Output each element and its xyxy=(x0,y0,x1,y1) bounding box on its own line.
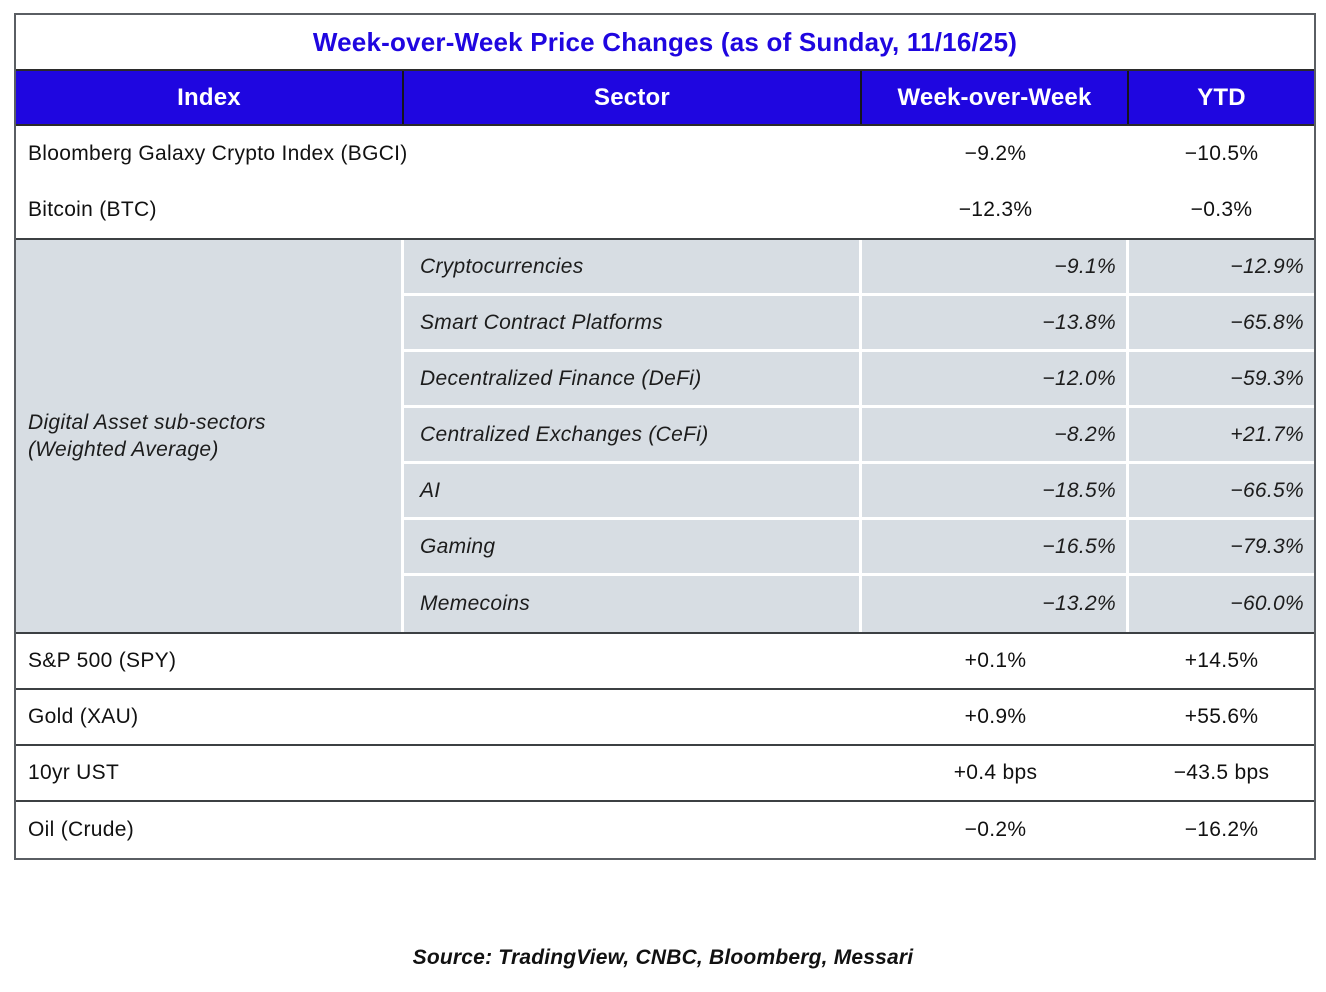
row-wow-value: −12.3% xyxy=(958,198,1033,221)
row-wow-value: −9.2% xyxy=(964,142,1027,165)
subsector-label: Centralized Exchanges (CeFi) xyxy=(404,408,862,464)
subsector-ytd-value: −59.3% xyxy=(1129,352,1314,408)
subsector-label: Cryptocurrencies xyxy=(404,240,862,296)
row-ytd-value: −16.2% xyxy=(1184,818,1259,841)
table-row: Bitcoin (BTC) −12.3% −0.3% xyxy=(16,182,1314,238)
subsector-label: Decentralized Finance (DeFi) xyxy=(404,352,862,408)
row-wow-value: −0.2% xyxy=(964,818,1027,841)
subsector-wow-value: −8.2% xyxy=(862,408,1129,464)
row-index-label: Oil (Crude) xyxy=(28,818,134,841)
subsector-label: Memecoins xyxy=(404,576,862,632)
subsector-wow-value: −18.5% xyxy=(862,464,1129,520)
subsector-group-label-line1: Digital Asset sub-sectors xyxy=(28,410,266,434)
row-index-label: Bloomberg Galaxy Crypto Index (BGCI) xyxy=(28,142,408,165)
subsector-wow-value: −16.5% xyxy=(862,520,1129,576)
table-row: Oil (Crude) −0.2% −16.2% xyxy=(16,802,1314,858)
subsector-wow-value: −9.1% xyxy=(862,240,1129,296)
subsector-label: Gaming xyxy=(404,520,862,576)
row-wow-value: +0.9% xyxy=(964,705,1027,728)
subsector-group-label-line2: (Weighted Average) xyxy=(28,438,219,461)
table-title: Week-over-Week Price Changes (as of Sund… xyxy=(312,26,1018,57)
subsector-ytd-value: −65.8% xyxy=(1129,296,1314,352)
column-header-ytd: YTD xyxy=(1197,83,1246,111)
subsector-ytd-value: −12.9% xyxy=(1129,240,1314,296)
row-ytd-value: −43.5 bps xyxy=(1173,761,1270,784)
subsector-ytd-value: −79.3% xyxy=(1129,520,1314,576)
subsector-group-label: Digital Asset sub-sectors (Weighted Aver… xyxy=(16,240,404,632)
row-wow-value: +0.1% xyxy=(964,649,1027,672)
column-header-wow: Week-over-Week xyxy=(862,71,1129,124)
column-header-sector: Sector xyxy=(404,71,862,124)
row-index-label: Gold (XAU) xyxy=(28,705,139,728)
price-change-table: Week-over-Week Price Changes (as of Sund… xyxy=(14,13,1316,860)
row-index-label: S&P 500 (SPY) xyxy=(28,649,177,672)
subsector-label: AI xyxy=(404,464,862,520)
table-header-row: Index Sector Week-over-Week YTD xyxy=(16,71,1314,126)
table-row: S&P 500 (SPY) +0.1% +14.5% xyxy=(16,634,1314,690)
row-wow-value: +0.4 bps xyxy=(953,761,1038,784)
row-ytd-value: −10.5% xyxy=(1184,142,1259,165)
row-ytd-value: −0.3% xyxy=(1190,198,1253,221)
subsector-ytd-value: +21.7% xyxy=(1129,408,1314,464)
table-title-bar: Week-over-Week Price Changes (as of Sund… xyxy=(16,15,1314,71)
subsector-ytd-value: −66.5% xyxy=(1129,464,1314,520)
subsector-wow-value: −13.8% xyxy=(862,296,1129,352)
digital-asset-subsectors-section: Digital Asset sub-sectors (Weighted Aver… xyxy=(16,240,1314,634)
row-ytd-value: +55.6% xyxy=(1184,705,1259,728)
subsector-ytd-value: −60.0% xyxy=(1129,576,1314,632)
index-rows-section: Bloomberg Galaxy Crypto Index (BGCI) −9.… xyxy=(16,126,1314,240)
column-header-index: Index xyxy=(16,71,404,124)
row-index-label: 10yr UST xyxy=(28,761,120,784)
row-ytd-value: +14.5% xyxy=(1184,649,1259,672)
row-index-label: Bitcoin (BTC) xyxy=(28,198,157,221)
subsector-wow-value: −13.2% xyxy=(862,576,1129,632)
table-row: Bloomberg Galaxy Crypto Index (BGCI) −9.… xyxy=(16,126,1314,182)
table-row: Gold (XAU) +0.9% +55.6% xyxy=(16,690,1314,746)
source-attribution: Source: TradingView, CNBC, Bloomberg, Me… xyxy=(412,946,914,969)
table-row: 10yr UST +0.4 bps −43.5 bps xyxy=(16,746,1314,802)
subsector-wow-value: −12.0% xyxy=(862,352,1129,408)
subsector-label: Smart Contract Platforms xyxy=(404,296,862,352)
